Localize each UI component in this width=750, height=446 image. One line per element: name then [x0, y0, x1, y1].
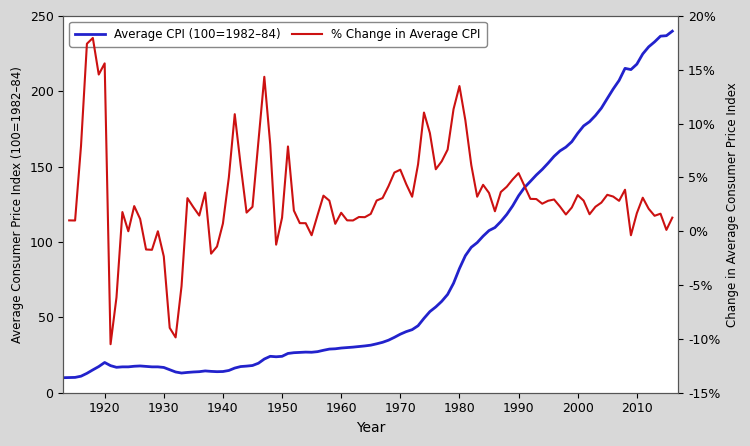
Average CPI (100=1982–84) — [76, 373, 86, 379]
% Change in Average CPI — [668, 215, 676, 220]
% Change in Average CPI — [638, 195, 647, 200]
% Change in Average CPI — [609, 194, 618, 199]
Average CPI (100=1982–84) — [236, 364, 245, 369]
Line: Average CPI (100=1982–84): Average CPI (100=1982–84) — [63, 31, 672, 378]
Average CPI (100=1982–84) — [614, 78, 623, 83]
Average CPI (100=1982–84) — [212, 369, 221, 374]
% Change in Average CPI — [106, 342, 115, 347]
Line: % Change in Average CPI: % Change in Average CPI — [69, 38, 672, 344]
Average CPI (100=1982–84) — [58, 375, 68, 380]
% Change in Average CPI — [626, 232, 635, 238]
Average CPI (100=1982–84) — [644, 44, 653, 50]
X-axis label: Year: Year — [356, 421, 386, 435]
% Change in Average CPI — [88, 35, 98, 41]
% Change in Average CPI — [620, 187, 629, 192]
% Change in Average CPI — [425, 130, 434, 136]
Y-axis label: Average Consumer Price Index (100=1982–84): Average Consumer Price Index (100=1982–8… — [11, 66, 24, 343]
% Change in Average CPI — [242, 210, 251, 215]
Average CPI (100=1982–84) — [360, 343, 369, 349]
% Change in Average CPI — [64, 218, 74, 223]
Legend: Average CPI (100=1982–84), % Change in Average CPI: Average CPI (100=1982–84), % Change in A… — [69, 22, 487, 47]
Average CPI (100=1982–84) — [668, 29, 676, 34]
Y-axis label: Change in Average Consumer Price Index: Change in Average Consumer Price Index — [726, 82, 739, 327]
